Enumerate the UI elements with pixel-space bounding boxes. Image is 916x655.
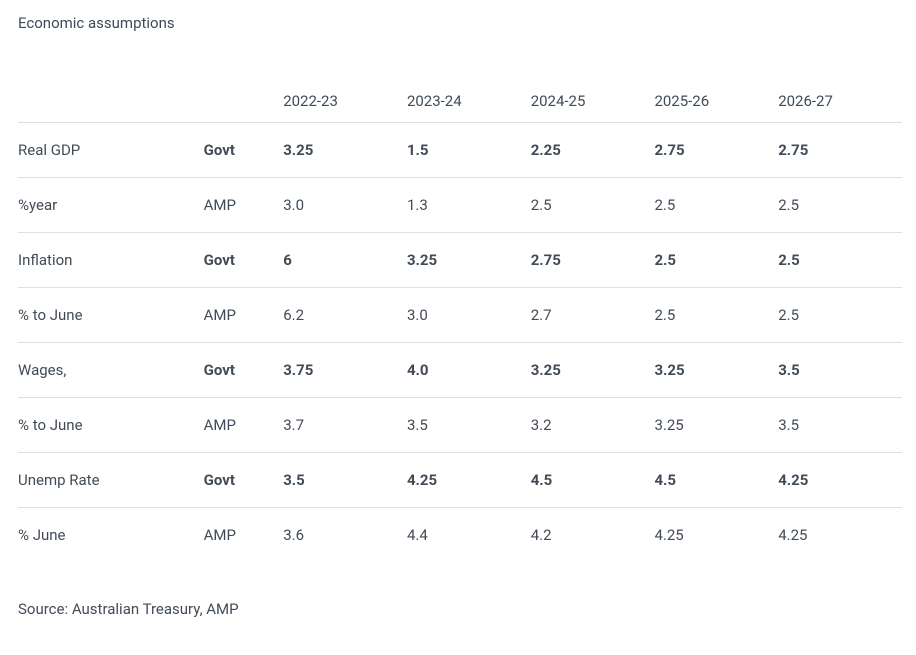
- source-cell: AMP: [204, 398, 284, 453]
- value-cell: 3.0: [407, 288, 531, 343]
- table-row: Wages,Govt3.754.03.253.253.5: [18, 343, 902, 398]
- metric-cell: % to June: [18, 398, 204, 453]
- value-cell: 3.5: [407, 398, 531, 453]
- value-cell: 2.5: [654, 178, 778, 233]
- value-cell: 2.7: [531, 288, 655, 343]
- table-header-row: 2022-23 2023-24 2024-25 2025-26 2026-27: [18, 74, 902, 123]
- value-cell: 3.7: [283, 398, 407, 453]
- value-cell: 3.25: [654, 343, 778, 398]
- table-row: %yearAMP3.01.32.52.52.5: [18, 178, 902, 233]
- source-cell: Govt: [204, 343, 284, 398]
- header-blank-source: [204, 74, 284, 123]
- value-cell: 3.5: [778, 398, 902, 453]
- value-cell: 4.25: [407, 453, 531, 508]
- table-row: % to JuneAMP6.23.02.72.52.5: [18, 288, 902, 343]
- header-year-4: 2026-27: [778, 74, 902, 123]
- value-cell: 3.0: [283, 178, 407, 233]
- table-row: Real GDPGovt3.251.52.252.752.75: [18, 123, 902, 178]
- table-row: % to JuneAMP3.73.53.23.253.5: [18, 398, 902, 453]
- value-cell: 2.5: [654, 288, 778, 343]
- table-title: Economic assumptions: [18, 14, 902, 32]
- value-cell: 4.25: [778, 453, 902, 508]
- source-footer: Source: Australian Treasury, AMP: [18, 600, 902, 618]
- source-cell: Govt: [204, 123, 284, 178]
- value-cell: 4.5: [531, 453, 655, 508]
- header-blank-metric: [18, 74, 204, 123]
- value-cell: 3.75: [283, 343, 407, 398]
- value-cell: 4.2: [531, 508, 655, 563]
- value-cell: 3.2: [531, 398, 655, 453]
- value-cell: 4.25: [778, 508, 902, 563]
- metric-cell: Unemp Rate: [18, 453, 204, 508]
- value-cell: 4.0: [407, 343, 531, 398]
- metric-cell: % June: [18, 508, 204, 563]
- value-cell: 3.25: [531, 343, 655, 398]
- value-cell: 4.25: [654, 508, 778, 563]
- metric-cell: Inflation: [18, 233, 204, 288]
- source-cell: AMP: [204, 178, 284, 233]
- value-cell: 4.4: [407, 508, 531, 563]
- value-cell: 1.3: [407, 178, 531, 233]
- value-cell: 3.5: [778, 343, 902, 398]
- table-row: InflationGovt63.252.752.52.5: [18, 233, 902, 288]
- value-cell: 3.25: [283, 123, 407, 178]
- table-row: Unemp RateGovt3.54.254.54.54.25: [18, 453, 902, 508]
- header-year-2: 2024-25: [531, 74, 655, 123]
- source-cell: Govt: [204, 453, 284, 508]
- value-cell: 2.5: [778, 178, 902, 233]
- header-year-3: 2025-26: [654, 74, 778, 123]
- value-cell: 2.25: [531, 123, 655, 178]
- value-cell: 2.75: [778, 123, 902, 178]
- metric-cell: % to June: [18, 288, 204, 343]
- value-cell: 6.2: [283, 288, 407, 343]
- source-cell: AMP: [204, 508, 284, 563]
- source-cell: Govt: [204, 233, 284, 288]
- source-cell: AMP: [204, 288, 284, 343]
- value-cell: 2.75: [531, 233, 655, 288]
- value-cell: 4.5: [654, 453, 778, 508]
- value-cell: 2.75: [654, 123, 778, 178]
- value-cell: 2.5: [778, 288, 902, 343]
- value-cell: 2.5: [778, 233, 902, 288]
- table-row: % JuneAMP3.64.44.24.254.25: [18, 508, 902, 563]
- metric-cell: Real GDP: [18, 123, 204, 178]
- value-cell: 2.5: [531, 178, 655, 233]
- metric-cell: %year: [18, 178, 204, 233]
- metric-cell: Wages,: [18, 343, 204, 398]
- value-cell: 3.25: [654, 398, 778, 453]
- value-cell: 2.5: [654, 233, 778, 288]
- value-cell: 6: [283, 233, 407, 288]
- header-year-0: 2022-23: [283, 74, 407, 123]
- value-cell: 3.25: [407, 233, 531, 288]
- value-cell: 1.5: [407, 123, 531, 178]
- economic-assumptions-table: 2022-23 2023-24 2024-25 2025-26 2026-27 …: [18, 74, 902, 562]
- table-body: Real GDPGovt3.251.52.252.752.75%yearAMP3…: [18, 123, 902, 563]
- value-cell: 3.5: [283, 453, 407, 508]
- value-cell: 3.6: [283, 508, 407, 563]
- header-year-1: 2023-24: [407, 74, 531, 123]
